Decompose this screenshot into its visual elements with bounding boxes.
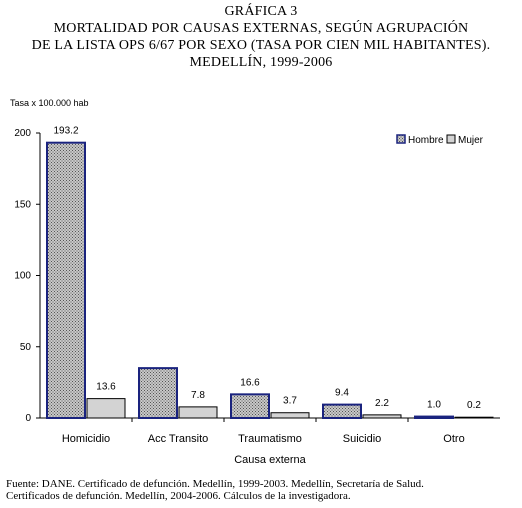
chart-title-line-4: MEDELLÍN, 1999-2006 xyxy=(189,55,333,70)
y-axis-label: Tasa x 100.000 hab xyxy=(10,98,89,108)
x-axis-title: Causa externa xyxy=(234,454,306,466)
legend-label-mujer: Mujer xyxy=(458,135,484,146)
chart-title-line-2: MORTALIDAD POR CAUSAS EXTERNAS, SEGÚN AG… xyxy=(53,21,469,36)
x-tick-label: Otro xyxy=(443,433,464,445)
data-label: 1.0 xyxy=(427,400,441,411)
x-tick-label: Suicidio xyxy=(343,433,382,445)
x-tick-label: Homicidio xyxy=(62,433,110,445)
bar-mujer xyxy=(362,414,402,419)
data-label: 16.6 xyxy=(240,377,260,388)
bar-hombre xyxy=(322,403,362,420)
chart-title-line-1: GRÁFICA 3 xyxy=(224,4,298,19)
y-tick-label: 200 xyxy=(14,128,31,139)
source-footnote-line-2: Certificados de defunción. Medellín, 200… xyxy=(6,490,351,502)
data-label: 7.8 xyxy=(191,390,205,401)
bar-hombre xyxy=(414,415,454,420)
y-tick-label: 50 xyxy=(20,342,32,353)
data-label: 9.4 xyxy=(335,388,349,399)
x-tick-label: Acc Transito xyxy=(148,433,209,445)
bar-mujer xyxy=(86,398,126,419)
legend-swatch-mujer xyxy=(446,134,456,144)
data-label: 13.6 xyxy=(96,382,116,393)
bar-mujer xyxy=(270,412,310,419)
data-label: 0.2 xyxy=(467,400,481,411)
bar-chart: 0 50 100 150 200 Homicidio 193.2 13.6 Acc Transi… xyxy=(14,126,500,466)
bar-mujer xyxy=(178,406,218,419)
bar-hombre xyxy=(46,141,86,419)
data-label: 193.2 xyxy=(53,126,78,137)
y-tick-label: 0 xyxy=(25,413,31,424)
legend-swatch-hombre xyxy=(396,134,406,144)
source-footnote-line-1: Fuente: DANE. Certificado de defunción. … xyxy=(6,478,424,490)
data-label: 3.7 xyxy=(283,396,297,407)
y-tick-label: 100 xyxy=(14,271,31,282)
bar-hombre xyxy=(138,367,178,419)
source-footnote: Fuente: DANE. Certificado de defunción. … xyxy=(6,478,521,502)
y-tick-label: 150 xyxy=(14,199,31,210)
bar-mujer xyxy=(454,416,494,419)
chart-title-line-3: DE LA LISTA OPS 6/67 POR SEXO (TASA POR … xyxy=(31,38,491,53)
bar-hombre xyxy=(230,393,270,420)
data-label: 2.2 xyxy=(375,398,389,409)
legend-label-hombre: Hombre xyxy=(408,135,444,146)
x-tick-label: Traumatismo xyxy=(238,433,302,445)
